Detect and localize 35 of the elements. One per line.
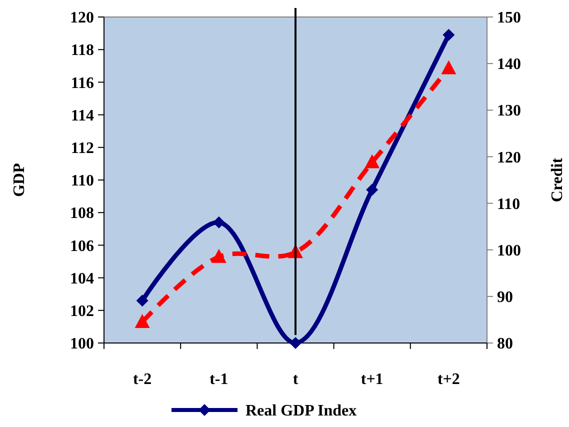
point [136, 294, 148, 307]
point [364, 154, 380, 168]
y-tick-label: 100 [70, 336, 94, 353]
y2-tick-label: 110 [497, 196, 520, 213]
y-tick-label: 106 [70, 238, 94, 255]
y-axis-title: GDP [11, 162, 28, 197]
x-tick-label: t-1 [210, 371, 228, 388]
x-tick-label: t-2 [132, 371, 152, 388]
point [290, 337, 302, 349]
y-tick-label: 120 [70, 10, 94, 27]
point [442, 28, 455, 41]
y2-tick-label: 80 [497, 336, 513, 353]
y2-tick-label: 130 [497, 102, 521, 120]
point [366, 184, 378, 196]
y-tick-label: 104 [70, 270, 94, 288]
point [134, 314, 150, 328]
y-tick-label: 102 [70, 303, 94, 320]
x-tick-label: t+2 [437, 371, 460, 388]
x-tick-label: t+1 [360, 371, 384, 388]
y-tick-label: 110 [70, 172, 94, 190]
y-tick-label: 118 [70, 42, 94, 60]
y-tick-label: 116 [70, 74, 94, 92]
point [441, 60, 456, 74]
y2-tick-label: 140 [497, 56, 521, 74]
x-tick-label: t [292, 371, 299, 388]
legend-label: Real GDP Index [246, 402, 357, 420]
point [211, 248, 226, 263]
y2-tick-label: 90 [497, 289, 513, 306]
y2-tick-label: 150 [497, 10, 521, 27]
y2-tick-label: 100 [497, 242, 521, 260]
y-tick-label: 114 [70, 107, 94, 124]
y-tick-label: 112 [70, 140, 94, 157]
y2-tick-label: 120 [497, 149, 521, 166]
y2-axis-title: Credit [549, 157, 566, 202]
y-tick-label: 108 [70, 205, 94, 222]
